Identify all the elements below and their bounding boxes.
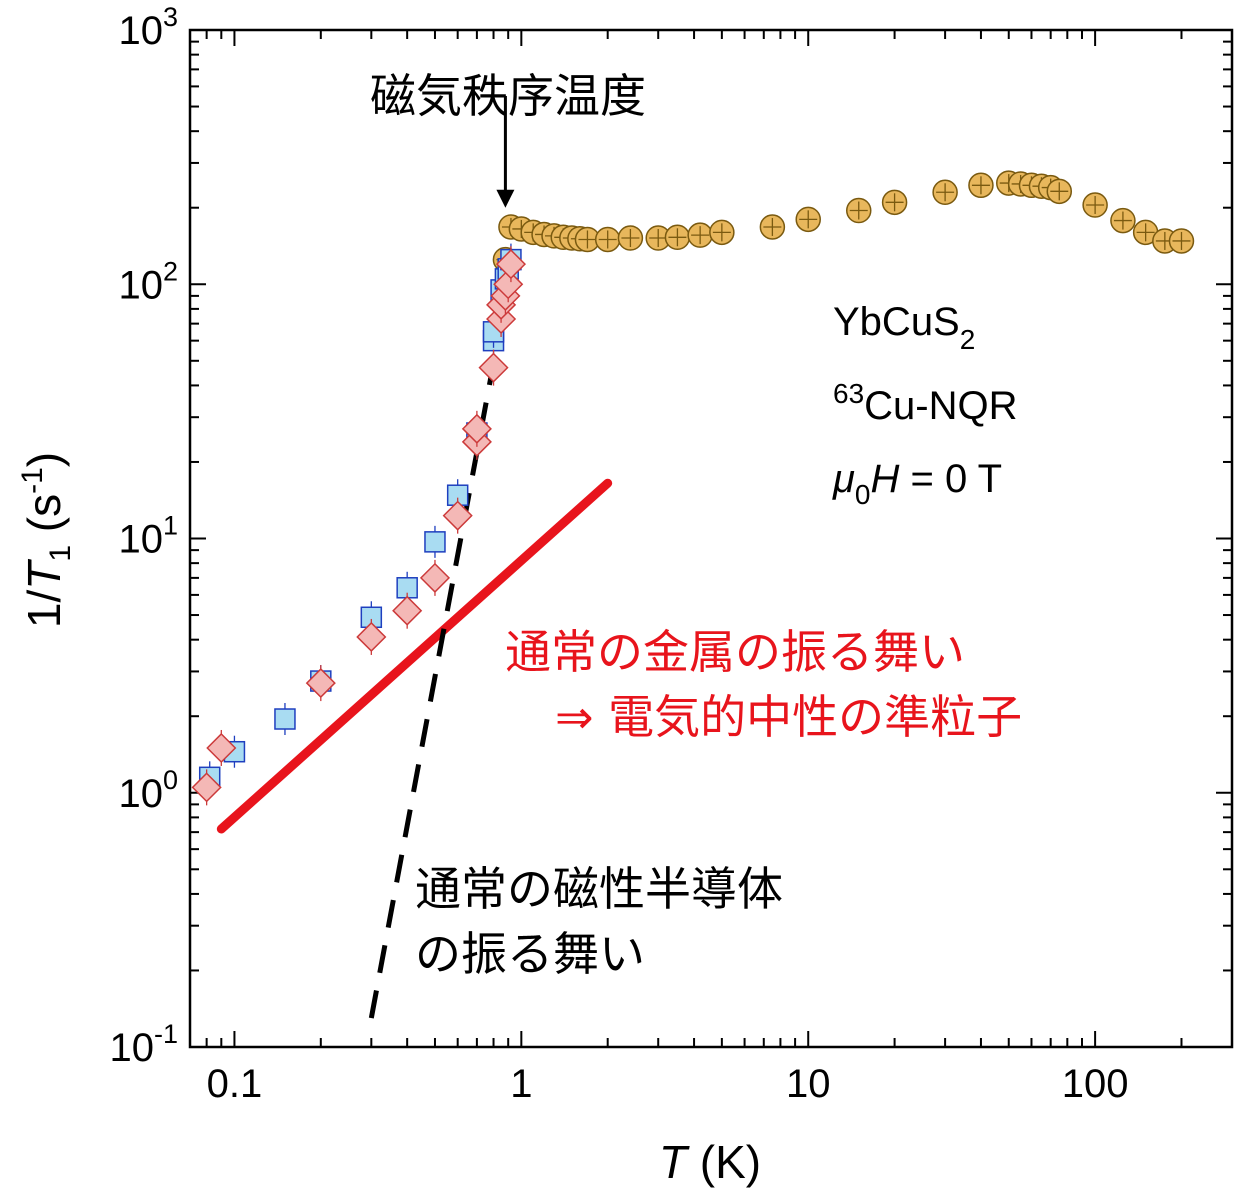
circle-point [664,224,691,251]
circle-point [795,206,821,233]
diamond-marker [461,413,492,444]
transition-label: 磁気秩序温度 [370,69,646,123]
semiconductor-fit-line [368,283,511,1019]
x-tick-label: 0.1 [207,1062,263,1106]
square-marker [274,708,296,730]
diamond-point [419,559,451,596]
circle-point [845,197,872,224]
diamond-marker [392,595,423,626]
circle-point [1082,192,1108,218]
semiconductor-behavior-line2: の振る舞い [415,927,645,981]
field-label: μ0H = 0 T [832,457,1002,510]
data-points [191,170,1195,806]
diamond-marker [191,772,222,803]
guide-lines [216,96,613,1019]
circle-point [1110,207,1136,234]
x-tick-label: 1 [510,1062,532,1106]
circle-point [759,214,786,240]
diamond-point [392,592,423,629]
y-tick-label: 102 [118,256,178,307]
circle-point [932,179,958,206]
x-tick-label: 100 [1062,1062,1129,1106]
diamond-point [442,497,473,534]
diamond-marker [206,732,237,764]
diamond-marker [493,269,524,300]
y-tick-label: 101 [118,511,178,562]
semiconductor-behavior-line1: 通常の磁性半導体 [415,862,783,916]
square-point [396,571,418,604]
metal-behavior-line1: 通常の金属の振る舞い [505,625,965,679]
diamond-marker [442,500,473,531]
diamond-point [356,618,387,655]
diamond-point [191,769,222,806]
nqr-label: 63Cu-NQR [833,378,1018,428]
square-point [424,525,446,558]
circle-point [1132,219,1159,246]
circle-point [881,189,908,216]
diamond-point [206,729,237,766]
circle-point [594,226,621,253]
circle-point [687,222,713,248]
compound-label: YbCuS2 [833,300,975,355]
diamond-marker [495,249,527,280]
metal-behavior-line2: ⇒ 電気的中性の準粒子 [555,690,1022,744]
y-tick-label: 100 [118,765,178,816]
x-tick-label: 10 [786,1062,831,1106]
diamond-point [495,246,527,283]
square-point [274,703,296,736]
y-tick-label: 10-1 [109,1019,178,1070]
diamond-marker [419,562,451,593]
circle-point [709,219,735,246]
diamond-marker [356,621,387,653]
diamond-point [478,349,509,386]
circle-point [1168,228,1195,254]
transition-arrow-head [496,189,515,208]
x-axis-label: T (K) [659,1136,761,1188]
diamond-point [305,665,336,702]
circle-point [617,225,644,251]
y-axis-label: 1/T1 (s-1) [16,452,77,628]
circle-point [968,172,994,199]
metal-fit-line [216,478,613,834]
diamond-marker [478,352,509,383]
y-tick-label: 103 [118,2,178,53]
circle-point [1046,178,1073,205]
axes: 0.1 1 10 100 10-1 100 101 102 103 [109,2,1234,1106]
diamond-point [461,410,492,447]
square-marker [424,531,446,553]
diamond-marker [305,668,336,699]
